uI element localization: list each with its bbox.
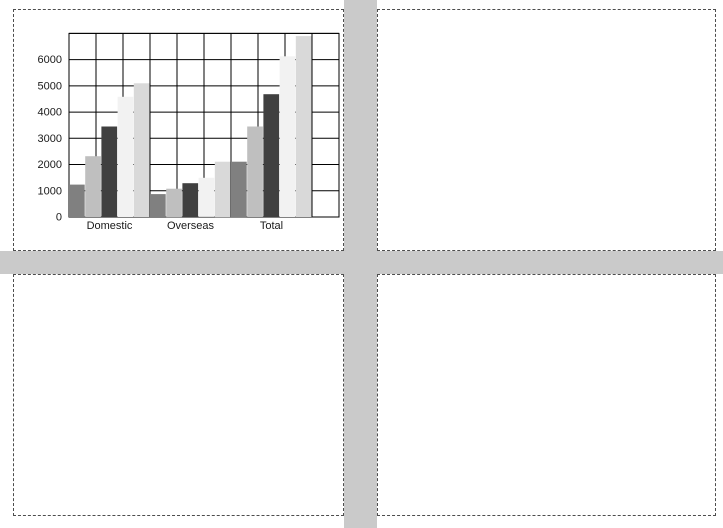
svg-text:Domestic: Domestic [87,220,133,232]
svg-text:5000: 5000 [38,80,62,92]
svg-text:Overseas: Overseas [167,220,215,232]
svg-text:2000: 2000 [38,159,62,171]
svg-text:4000: 4000 [38,107,62,119]
svg-text:0: 0 [56,212,62,224]
svg-text:1000: 1000 [38,185,62,197]
svg-text:6000: 6000 [38,54,62,66]
svg-text:Total: Total [260,220,283,232]
svg-text:3000: 3000 [38,133,62,145]
